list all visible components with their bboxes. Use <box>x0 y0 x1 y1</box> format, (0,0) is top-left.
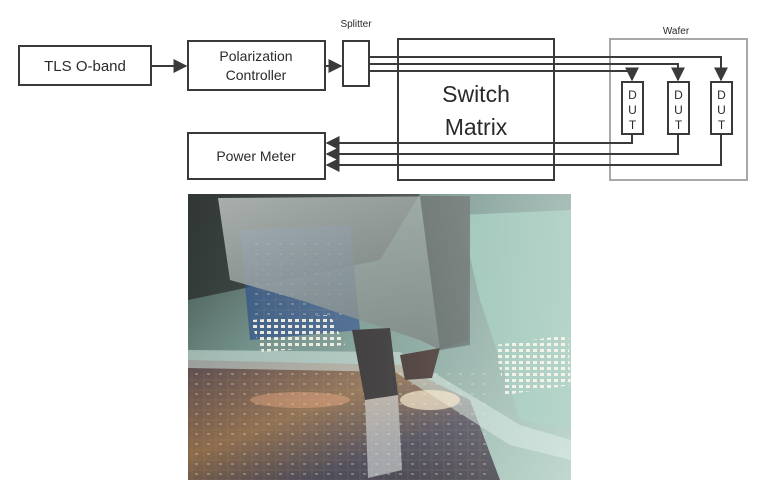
switch-label: Switch <box>442 81 510 107</box>
dut-3: D U T <box>710 81 733 135</box>
probe-station-photo <box>188 194 571 480</box>
dut-1-letter-d: D <box>628 88 637 102</box>
dut-1-letter-t: T <box>629 118 637 132</box>
switch-matrix-box: Switch Matrix <box>397 38 555 181</box>
matrix-label: Matrix <box>445 114 508 140</box>
dut-to-power-meter-lines <box>325 134 722 172</box>
wafer-region <box>609 38 748 181</box>
splitter-to-dut-lines <box>369 56 728 82</box>
power-meter-box: Power Meter <box>187 132 326 180</box>
dut-1: D U T <box>621 81 644 135</box>
dut-2-letter-d: D <box>674 88 683 102</box>
splitter-box <box>342 40 370 87</box>
tls-o-band-box: TLS O-band <box>18 45 152 86</box>
dut-2-letter-t: T <box>675 118 683 132</box>
dut-3-letter-u: U <box>717 103 726 117</box>
dut-2: D U T <box>667 81 690 135</box>
controller-label: Controller <box>226 67 287 83</box>
wafer-label: Wafer <box>663 26 690 37</box>
dut-2-letter-u: U <box>674 103 683 117</box>
tls-label: TLS O-band <box>44 58 126 75</box>
splitter-label: Splitter <box>340 19 372 30</box>
power-meter-label: Power Meter <box>216 148 296 164</box>
polarization-label: Polarization <box>219 48 292 64</box>
dut-3-letter-d: D <box>717 88 726 102</box>
polarization-controller-box: Polarization Controller <box>187 40 326 91</box>
dut-3-letter-t: T <box>718 118 726 132</box>
dut-1-letter-u: U <box>628 103 637 117</box>
